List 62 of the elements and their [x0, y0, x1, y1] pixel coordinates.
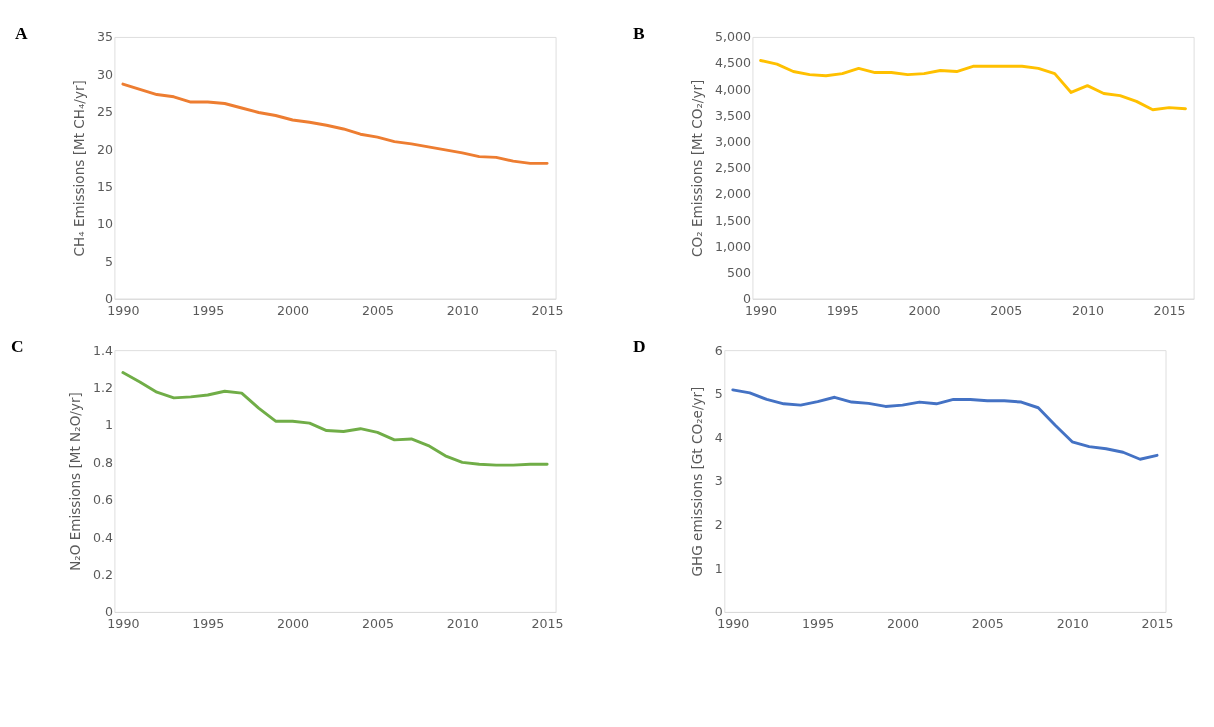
x-tick-label: 2000 [886, 615, 920, 631]
y-tick-label: 3,000 [714, 134, 751, 150]
x-tick-label: 2000 [908, 302, 941, 318]
y-tick-label: 3 [714, 473, 723, 489]
chart-title: D [632, 336, 646, 357]
y-tick-label: 1,000 [714, 238, 751, 254]
y-tick-label: 6 [714, 342, 723, 358]
line-series [121, 371, 549, 467]
x-tick-label: 2005 [990, 302, 1023, 318]
y-tick-label: 4 [714, 429, 723, 445]
x-tick-label: 2000 [277, 615, 310, 631]
y-axis-title: CO₂ Emissions [Mt CO₂/yr] [689, 79, 706, 257]
y-tick-label: 25 [96, 104, 113, 120]
line-series [121, 82, 549, 165]
x-tick-label: 2010 [446, 302, 479, 318]
y-tick-label: 35 [96, 29, 113, 45]
y-axis-title: N₂O Emissions [Mt N₂O/yr] [67, 392, 84, 571]
x-tick-label: 2015 [1153, 302, 1186, 318]
y-tick-label: 10 [96, 216, 113, 232]
y-tick-label: 4,000 [714, 81, 751, 97]
y-axis-title: GHG emissions [Gt CO₂e/yr] [689, 386, 706, 577]
x-tick-label: 2015 [531, 302, 564, 318]
x-tick-label: 2000 [277, 302, 310, 318]
y-tick-label: 0.2 [92, 566, 113, 582]
y-tick-label: 1,500 [714, 212, 751, 228]
y-tick-label: 500 [726, 264, 751, 280]
y-tick-label: 1.4 [92, 342, 113, 358]
x-tick-label: 2005 [361, 615, 394, 631]
y-tick-label: 5,000 [714, 29, 751, 45]
x-tick-label: 2010 [1056, 615, 1089, 631]
y-tick-label: 30 [96, 66, 113, 82]
y-tick-label: 2,500 [714, 160, 751, 176]
x-tick-label: 1995 [826, 302, 859, 318]
y-tick-label: 0.6 [92, 492, 113, 508]
x-tick-label: 1995 [192, 302, 225, 318]
y-tick-label: 2 [714, 517, 723, 533]
y-tick-label: 15 [96, 178, 113, 194]
x-tick-label: 2005 [971, 615, 1004, 631]
x-tick-label: 2010 [1071, 302, 1104, 318]
x-tick-label: 2015 [531, 615, 564, 631]
y-tick-label: 1 [104, 417, 113, 433]
y-axis-title: CH₄ Emissions [Mt CH₄/yr] [71, 80, 88, 257]
x-tick-label: 2015 [1141, 615, 1174, 631]
y-tick-label: 5 [714, 386, 723, 402]
y-tick-label: 1 [714, 560, 723, 576]
chart-title: A [14, 22, 28, 43]
line-series [759, 59, 1187, 112]
x-tick-label: 2005 [361, 302, 394, 318]
y-tick-label: 20 [96, 141, 113, 157]
x-tick-label: 1995 [802, 615, 835, 631]
x-tick-label: 1995 [192, 615, 225, 631]
chart-title: B [632, 22, 645, 43]
y-tick-label: 0.8 [92, 454, 113, 470]
y-tick-label: 4,500 [714, 55, 751, 71]
y-tick-label: 0.4 [92, 529, 113, 545]
y-tick-label: 3,500 [714, 107, 751, 123]
y-tick-label: 5 [104, 253, 113, 269]
y-tick-label: 2,000 [714, 186, 751, 202]
x-tick-label: 2010 [446, 615, 479, 631]
line-series [731, 388, 1159, 461]
chart-title: C [10, 336, 24, 357]
y-tick-label: 1.2 [92, 379, 113, 395]
